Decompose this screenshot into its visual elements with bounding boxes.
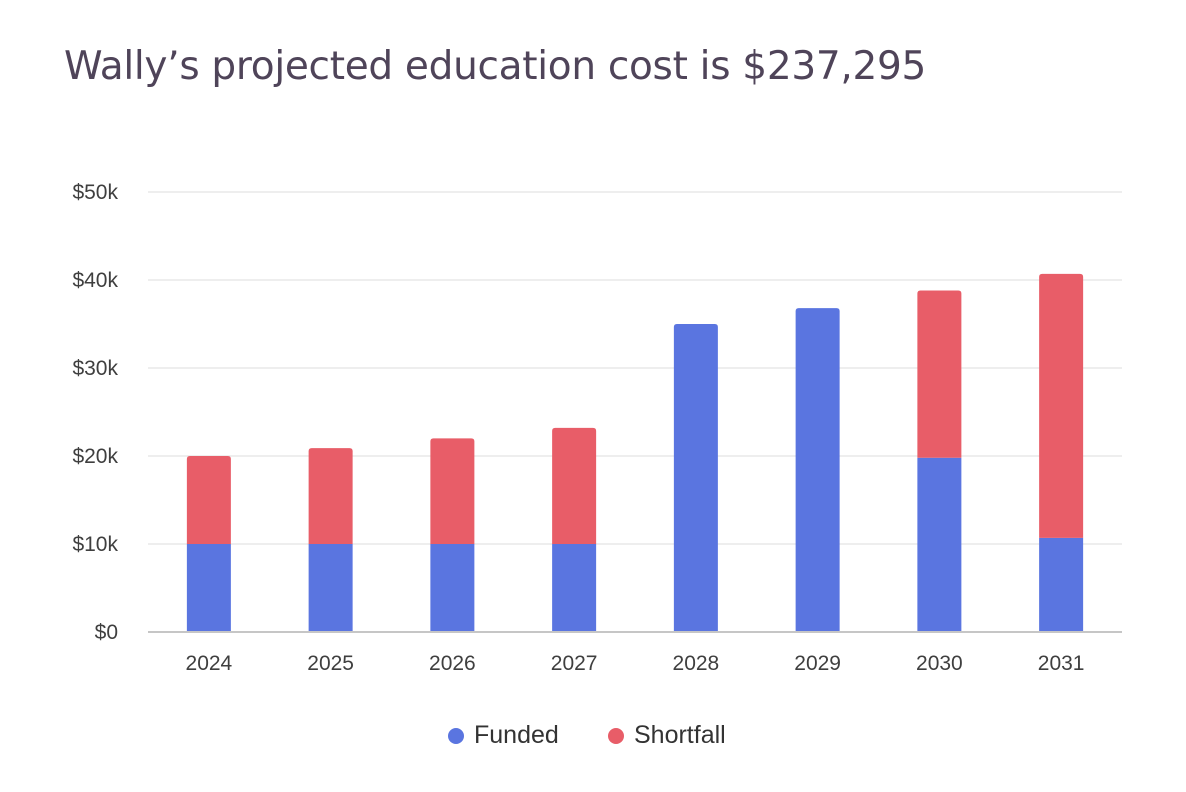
chart-title: Wally’s projected education cost is $237…	[64, 44, 926, 89]
bar-shortfall-2030[interactable]	[917, 290, 962, 458]
y-tick-label: $0	[95, 621, 118, 644]
x-axis-ticks: 2024 2025 2026 2027 2028 2029 2030 2031	[186, 652, 1085, 675]
x-tick-label: 2028	[673, 652, 720, 675]
bar-shortfall-2026[interactable]	[430, 438, 475, 544]
x-tick-label: 2024	[186, 652, 233, 675]
legend[interactable]: Funded Shortfall	[448, 721, 726, 749]
y-tick-label: $50k	[72, 181, 118, 204]
x-tick-label: 2026	[429, 652, 476, 675]
bar-funded-2025[interactable]	[308, 544, 353, 632]
bar-funded-2030[interactable]	[917, 457, 962, 632]
bar-funded-2024[interactable]	[186, 544, 231, 632]
legend-label-shortfall: Shortfall	[634, 721, 726, 749]
legend-item-shortfall[interactable]: Shortfall	[608, 721, 726, 749]
x-tick-label: 2030	[916, 652, 963, 675]
legend-label-funded: Funded	[474, 721, 559, 749]
bar-shortfall-2031[interactable]	[1039, 273, 1084, 538]
legend-marker-shortfall	[608, 728, 624, 744]
bar-funded-2031[interactable]	[1039, 537, 1084, 632]
y-tick-label: $30k	[72, 357, 118, 380]
bar-funded-2027[interactable]	[552, 544, 597, 632]
bar-funded-2028[interactable]	[673, 324, 718, 632]
x-tick-label: 2025	[307, 652, 354, 675]
bar-funded-2026[interactable]	[430, 544, 475, 632]
x-tick-label: 2027	[551, 652, 598, 675]
bars	[186, 273, 1084, 632]
y-tick-label: $40k	[72, 269, 118, 292]
x-tick-label: 2029	[794, 652, 841, 675]
legend-marker-funded	[448, 728, 464, 744]
bar-funded-2029[interactable]	[795, 308, 840, 632]
bar-shortfall-2027[interactable]	[552, 427, 597, 544]
y-axis-ticks: $0 $10k $20k $30k $40k $50k	[72, 181, 118, 644]
bar-shortfall-2024[interactable]	[186, 456, 231, 544]
gridlines	[148, 191, 1122, 545]
x-tick-label: 2031	[1038, 652, 1085, 675]
bar-shortfall-2025[interactable]	[308, 448, 353, 544]
legend-item-funded[interactable]: Funded	[448, 721, 559, 749]
y-tick-label: $20k	[72, 445, 118, 468]
y-tick-label: $10k	[72, 533, 118, 556]
